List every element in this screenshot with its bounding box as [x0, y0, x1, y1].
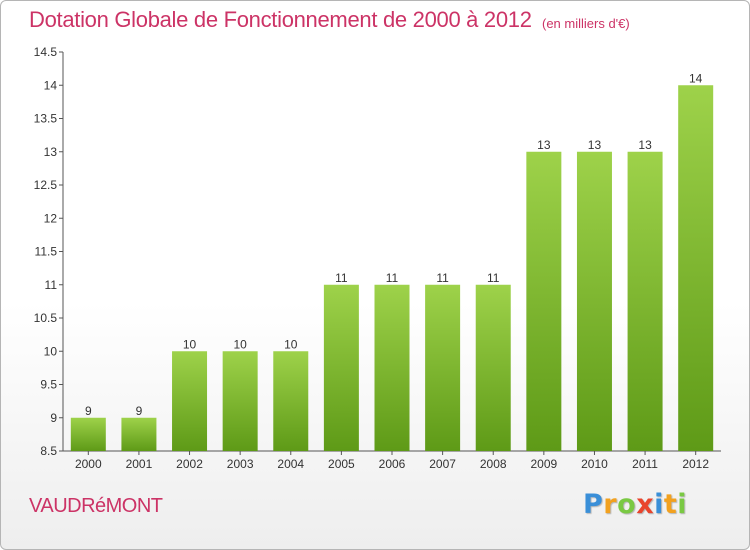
bar-value-label: 10: [284, 337, 298, 351]
x-axis: 2000 2001 2002 2003 2004 2005 2006 2007 2008 2009…: [63, 450, 721, 471]
bar: [121, 417, 157, 451]
y-tick-label: 11.5: [35, 245, 58, 259]
x-tick-label: 2002: [176, 457, 203, 471]
bar-value-label: 9: [136, 404, 143, 418]
y-tick-label: 9.5: [40, 378, 57, 392]
chart-title: Dotation Globale de Fonctionnement de 20…: [29, 7, 532, 32]
bar-value-label: 11: [386, 271, 399, 285]
logo-letter: o: [617, 489, 637, 520]
bars: [70, 85, 714, 451]
y-axis: 8.5 9 9.5 10 10.5 11 11.5 12 12.5 13 13.5 14 14.5: [34, 45, 64, 458]
y-tick-label: 11: [45, 278, 58, 292]
bar: [273, 351, 309, 451]
y-tick-label: 14: [44, 78, 58, 92]
y-tick-label: 12.5: [34, 178, 58, 192]
logo-letter: i: [654, 489, 664, 520]
x-tick-label: 2006: [379, 457, 406, 471]
logo-letter: x: [636, 489, 655, 520]
x-tick-label: 2005: [328, 457, 355, 471]
y-tick-label: 10: [44, 344, 58, 358]
bar: [576, 151, 612, 451]
value-labels: 9 9 10 10 10 11 11 11 11 13 13 13 14: [85, 71, 703, 418]
bar-value-label: 11: [436, 271, 449, 285]
bar: [222, 351, 258, 451]
x-tick-label: 2003: [227, 457, 254, 471]
bar: [627, 151, 663, 451]
bar: [678, 85, 714, 451]
bar: [425, 284, 461, 451]
y-tick-label: 10.5: [34, 311, 58, 325]
bar-value-label: 13: [537, 138, 551, 152]
x-tick-label: 2008: [480, 457, 507, 471]
bar: [323, 284, 359, 451]
x-tick-label: 2009: [530, 457, 557, 471]
proxiti-logo[interactable]: Proxiti: [583, 489, 687, 520]
bar: [475, 284, 511, 451]
y-tick-label: 9: [50, 411, 57, 425]
bar-value-label: 10: [183, 337, 197, 351]
bar-value-label: 14: [689, 71, 703, 85]
y-tick-label: 13: [44, 145, 58, 159]
bar: [374, 284, 410, 451]
logo-letter: r: [603, 489, 618, 520]
logo-letter: P: [583, 489, 604, 520]
bar: [526, 151, 562, 451]
x-tick-label: 2000: [75, 457, 102, 471]
x-tick-label: 2012: [682, 457, 709, 471]
x-tick-label: 2010: [581, 457, 608, 471]
bar-value-label: 11: [487, 271, 500, 285]
logo-letter: t: [663, 489, 678, 520]
x-tick-label: 2007: [429, 457, 456, 471]
x-tick-label: 2011: [632, 457, 658, 471]
bar-value-label: 11: [335, 271, 348, 285]
commune-name: VAUDRéMONT: [29, 495, 163, 517]
bar-value-label: 9: [85, 404, 92, 418]
x-tick-label: 2004: [277, 457, 304, 471]
y-tick-label: 12: [44, 211, 58, 225]
y-tick-label: 8.5: [40, 444, 57, 458]
bar-value-label: 10: [233, 337, 247, 351]
bar: [70, 417, 106, 451]
logo-letter: i: [677, 489, 688, 520]
y-tick-label: 13.5: [34, 112, 58, 126]
bar-value-label: 13: [638, 138, 652, 152]
y-tick-label: 14.5: [34, 45, 58, 59]
bar-value-label: 13: [588, 138, 602, 152]
x-tick-label: 2001: [126, 457, 153, 471]
chart-subtitle: (en milliers d'€): [542, 16, 630, 31]
bar: [172, 351, 208, 451]
